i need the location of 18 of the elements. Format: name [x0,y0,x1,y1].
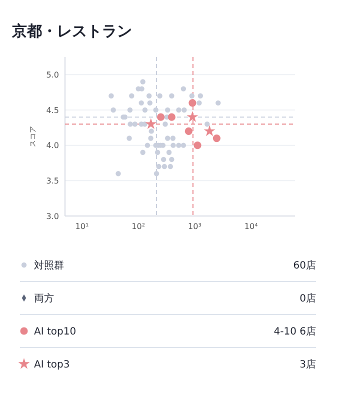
legend-label: 両方 [34,292,54,304]
x-tick-label: 10² [132,222,146,231]
y-tick-label: 3.0 [46,212,59,221]
y-tick-label: 4.0 [46,141,59,150]
text: 3店 [300,358,316,370]
text: 4-10 6店 [274,326,316,338]
text: 60店 [293,260,316,272]
chart-title: 京都・レストラン [11,22,132,40]
legend-label: AI top10 [34,326,76,338]
y-tick-label: 5.0 [46,70,59,80]
legend-label: AI top3 [34,360,70,370]
x-tick-label: 10⁴ [244,222,258,231]
text: 0店 [300,292,316,304]
y-tick-label: 3.5 [46,176,59,186]
y-tick-label: 4.5 [46,106,59,115]
legend-label: 対照群 [34,260,64,272]
x-tick-label: 10³ [188,222,202,231]
x-tick-label: 10¹ [75,222,89,231]
